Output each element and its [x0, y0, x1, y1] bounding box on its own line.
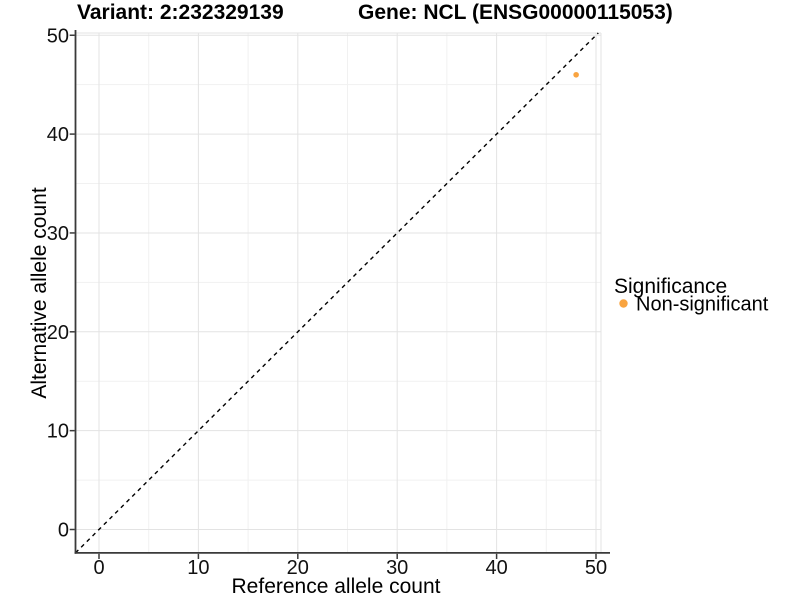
identity-dashed-line	[75, 32, 599, 554]
y-tick-label: 30	[47, 223, 69, 245]
gridlines-major	[75, 33, 601, 553]
y-tick-label: 10	[47, 421, 69, 443]
identity-line	[75, 32, 599, 554]
y-axis-title: Alternative allele count	[28, 187, 51, 398]
y-tick-label: 40	[47, 124, 69, 146]
plot-panel	[75, 33, 601, 553]
x-tick-label: 20	[287, 557, 309, 579]
data-points	[573, 71, 579, 78]
x-tick-label: 0	[93, 557, 104, 579]
plot-title-gene: Gene: NCL (ENSG00000115053)	[358, 1, 673, 24]
legend-title: Significance	[614, 275, 727, 298]
x-tick-label: 10	[187, 557, 209, 579]
gridlines-minor	[75, 33, 601, 553]
axis-tick-labels: 0 10 20 30 40 50 0 10 20 30 40 50	[47, 25, 607, 579]
axis-tick-marks	[69, 34, 597, 559]
plot-title-variant: Variant: 2:232329139	[77, 1, 284, 24]
x-axis-title: Reference allele count	[232, 575, 441, 598]
y-tick-label: 0	[58, 520, 69, 542]
x-tick-label: 30	[386, 557, 408, 579]
y-tick-label: 50	[47, 25, 69, 47]
legend-key-dot-icon	[619, 299, 628, 308]
legend: Significance Non-significant	[614, 275, 769, 316]
x-tick-label: 40	[485, 557, 507, 579]
x-tick-label: 50	[585, 557, 607, 579]
scatter-point	[573, 71, 579, 78]
y-tick-label: 20	[47, 322, 69, 344]
legend-item-label: Non-significant	[636, 294, 769, 316]
